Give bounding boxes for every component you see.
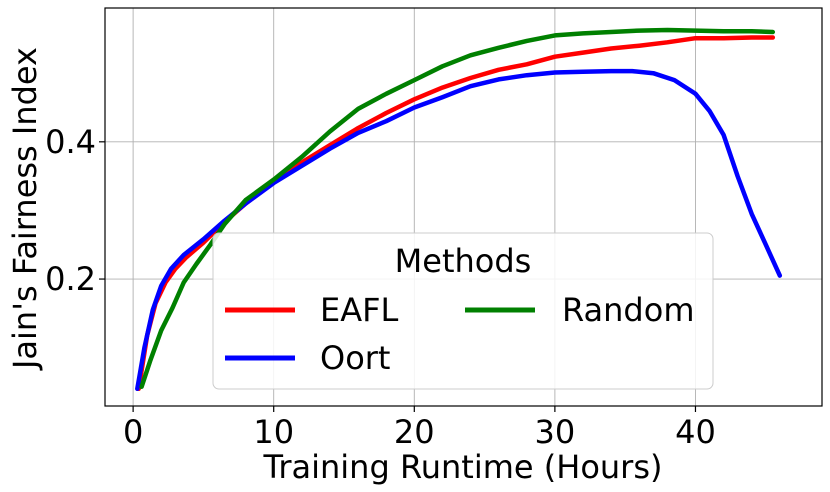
series-line-random	[139, 27, 776, 390]
y-tick-label: 0.2	[45, 260, 96, 298]
x-axis-label: Training Runtime (Hours)	[263, 448, 663, 486]
x-tick-label: 0	[123, 413, 143, 451]
series-line-eafl	[136, 35, 776, 392]
series-lines	[135, 27, 783, 392]
legend-label-oort: Oort	[320, 339, 390, 377]
x-axis-ticks: 0 10 20 30 40	[123, 406, 716, 451]
legend-box	[212, 232, 714, 390]
x-tick-label: 20	[394, 413, 435, 451]
legend-label-random: Random	[562, 291, 694, 329]
plot-frame	[104, 7, 823, 407]
x-tick-label: 30	[535, 413, 576, 451]
x-tick-label: 40	[675, 413, 716, 451]
series-line-oort	[135, 68, 783, 392]
legend-label-eafl: EAFL	[320, 291, 399, 329]
y-axis-ticks: 0.2 0.4	[45, 123, 105, 298]
y-tick-label: 0.4	[45, 123, 96, 161]
x-tick-label: 10	[253, 413, 294, 451]
y-axis-label: Jain's Fairness Index	[6, 47, 44, 371]
legend-title: Methods	[395, 242, 532, 280]
legend: Methods EAFL Oort Random	[212, 232, 714, 390]
